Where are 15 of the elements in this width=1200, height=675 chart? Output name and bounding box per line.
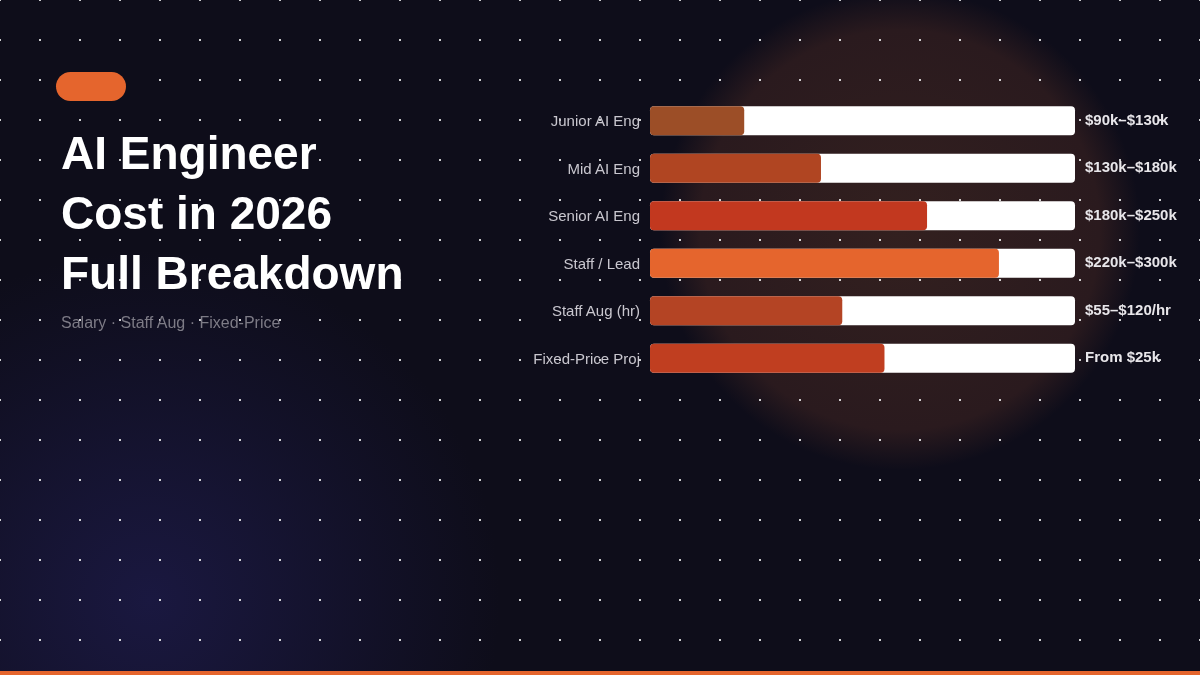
text: $55–$120/hr: [1085, 300, 1172, 318]
text: Salary · Staff Aug · Fixed-Price: [61, 313, 281, 331]
bar: [650, 106, 745, 136]
y-tick-label: Fixed-Price Proj: [533, 349, 640, 367]
text: $130k–$180k: [1085, 158, 1178, 176]
y-tick-label: Senior AI Eng: [548, 207, 640, 225]
text: $220k–$300k: [1085, 253, 1178, 271]
y-tick-label: Staff Aug (hr): [551, 302, 640, 320]
text: From $25k: [1085, 348, 1161, 366]
y-tick-label: Junior AI Eng: [550, 112, 640, 130]
text: $90k–$130k: [1085, 110, 1170, 128]
text: $180k–$250k: [1085, 205, 1178, 223]
y-tick-label: Mid AI Eng: [567, 159, 640, 177]
y-tick-label: Staff / Lead: [563, 254, 640, 272]
text: AI Engineer Cost in 2026 Full Breakdown: [61, 127, 404, 299]
